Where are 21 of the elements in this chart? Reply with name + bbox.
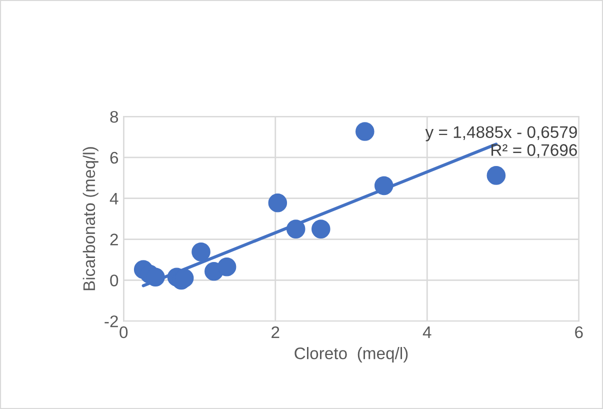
point bbox=[192, 242, 210, 262]
point bbox=[268, 193, 288, 212]
point bbox=[374, 176, 394, 196]
x-axis-title: Cloreto (meq/l) bbox=[294, 347, 408, 363]
point bbox=[356, 122, 374, 141]
x-tick-label: 2 bbox=[272, 326, 280, 338]
y-axis-title: Bicarbonato (meq/l) bbox=[82, 147, 98, 290]
point bbox=[311, 220, 330, 238]
x-tick-label: 4 bbox=[422, 326, 432, 338]
point bbox=[286, 220, 306, 238]
y-tick-label: 8 bbox=[110, 110, 118, 123]
y-tick-label: 6 bbox=[110, 152, 118, 164]
point bbox=[486, 166, 506, 185]
x-tick-label: 0 bbox=[120, 326, 128, 338]
y-tick-label: 4 bbox=[110, 192, 118, 204]
annotation: y = 1,4885x - 0,6579 R² = 0,7696 bbox=[425, 126, 577, 158]
y-tick-label: 0 bbox=[110, 274, 118, 286]
y-tick-label: -2 bbox=[104, 315, 118, 328]
point bbox=[217, 257, 236, 276]
y-tick-label: 2 bbox=[110, 234, 118, 246]
x-tick-label: 6 bbox=[575, 326, 583, 338]
